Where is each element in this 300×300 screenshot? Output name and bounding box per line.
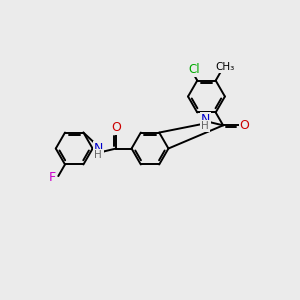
Text: CH₃: CH₃ [216, 62, 235, 73]
Text: F: F [49, 171, 56, 184]
Text: N: N [94, 142, 103, 155]
Text: O: O [111, 121, 121, 134]
Text: H: H [94, 150, 102, 160]
Text: H: H [201, 121, 209, 131]
Text: N: N [201, 113, 210, 126]
Text: O: O [240, 119, 250, 132]
Text: Cl: Cl [189, 63, 200, 76]
